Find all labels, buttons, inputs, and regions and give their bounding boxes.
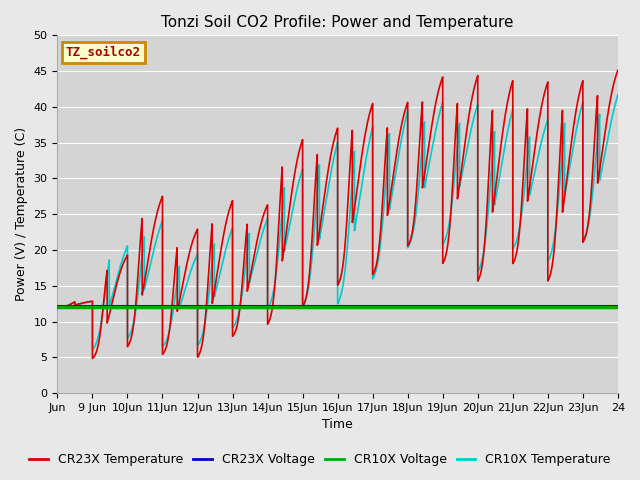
Title: Tonzi Soil CO2 Profile: Power and Temperature: Tonzi Soil CO2 Profile: Power and Temper… <box>161 15 514 30</box>
Text: TZ_soilco2: TZ_soilco2 <box>66 46 141 60</box>
Y-axis label: Power (V) / Temperature (C): Power (V) / Temperature (C) <box>15 127 28 301</box>
X-axis label: Time: Time <box>323 419 353 432</box>
Legend: CR23X Temperature, CR23X Voltage, CR10X Voltage, CR10X Temperature: CR23X Temperature, CR23X Voltage, CR10X … <box>24 448 616 471</box>
